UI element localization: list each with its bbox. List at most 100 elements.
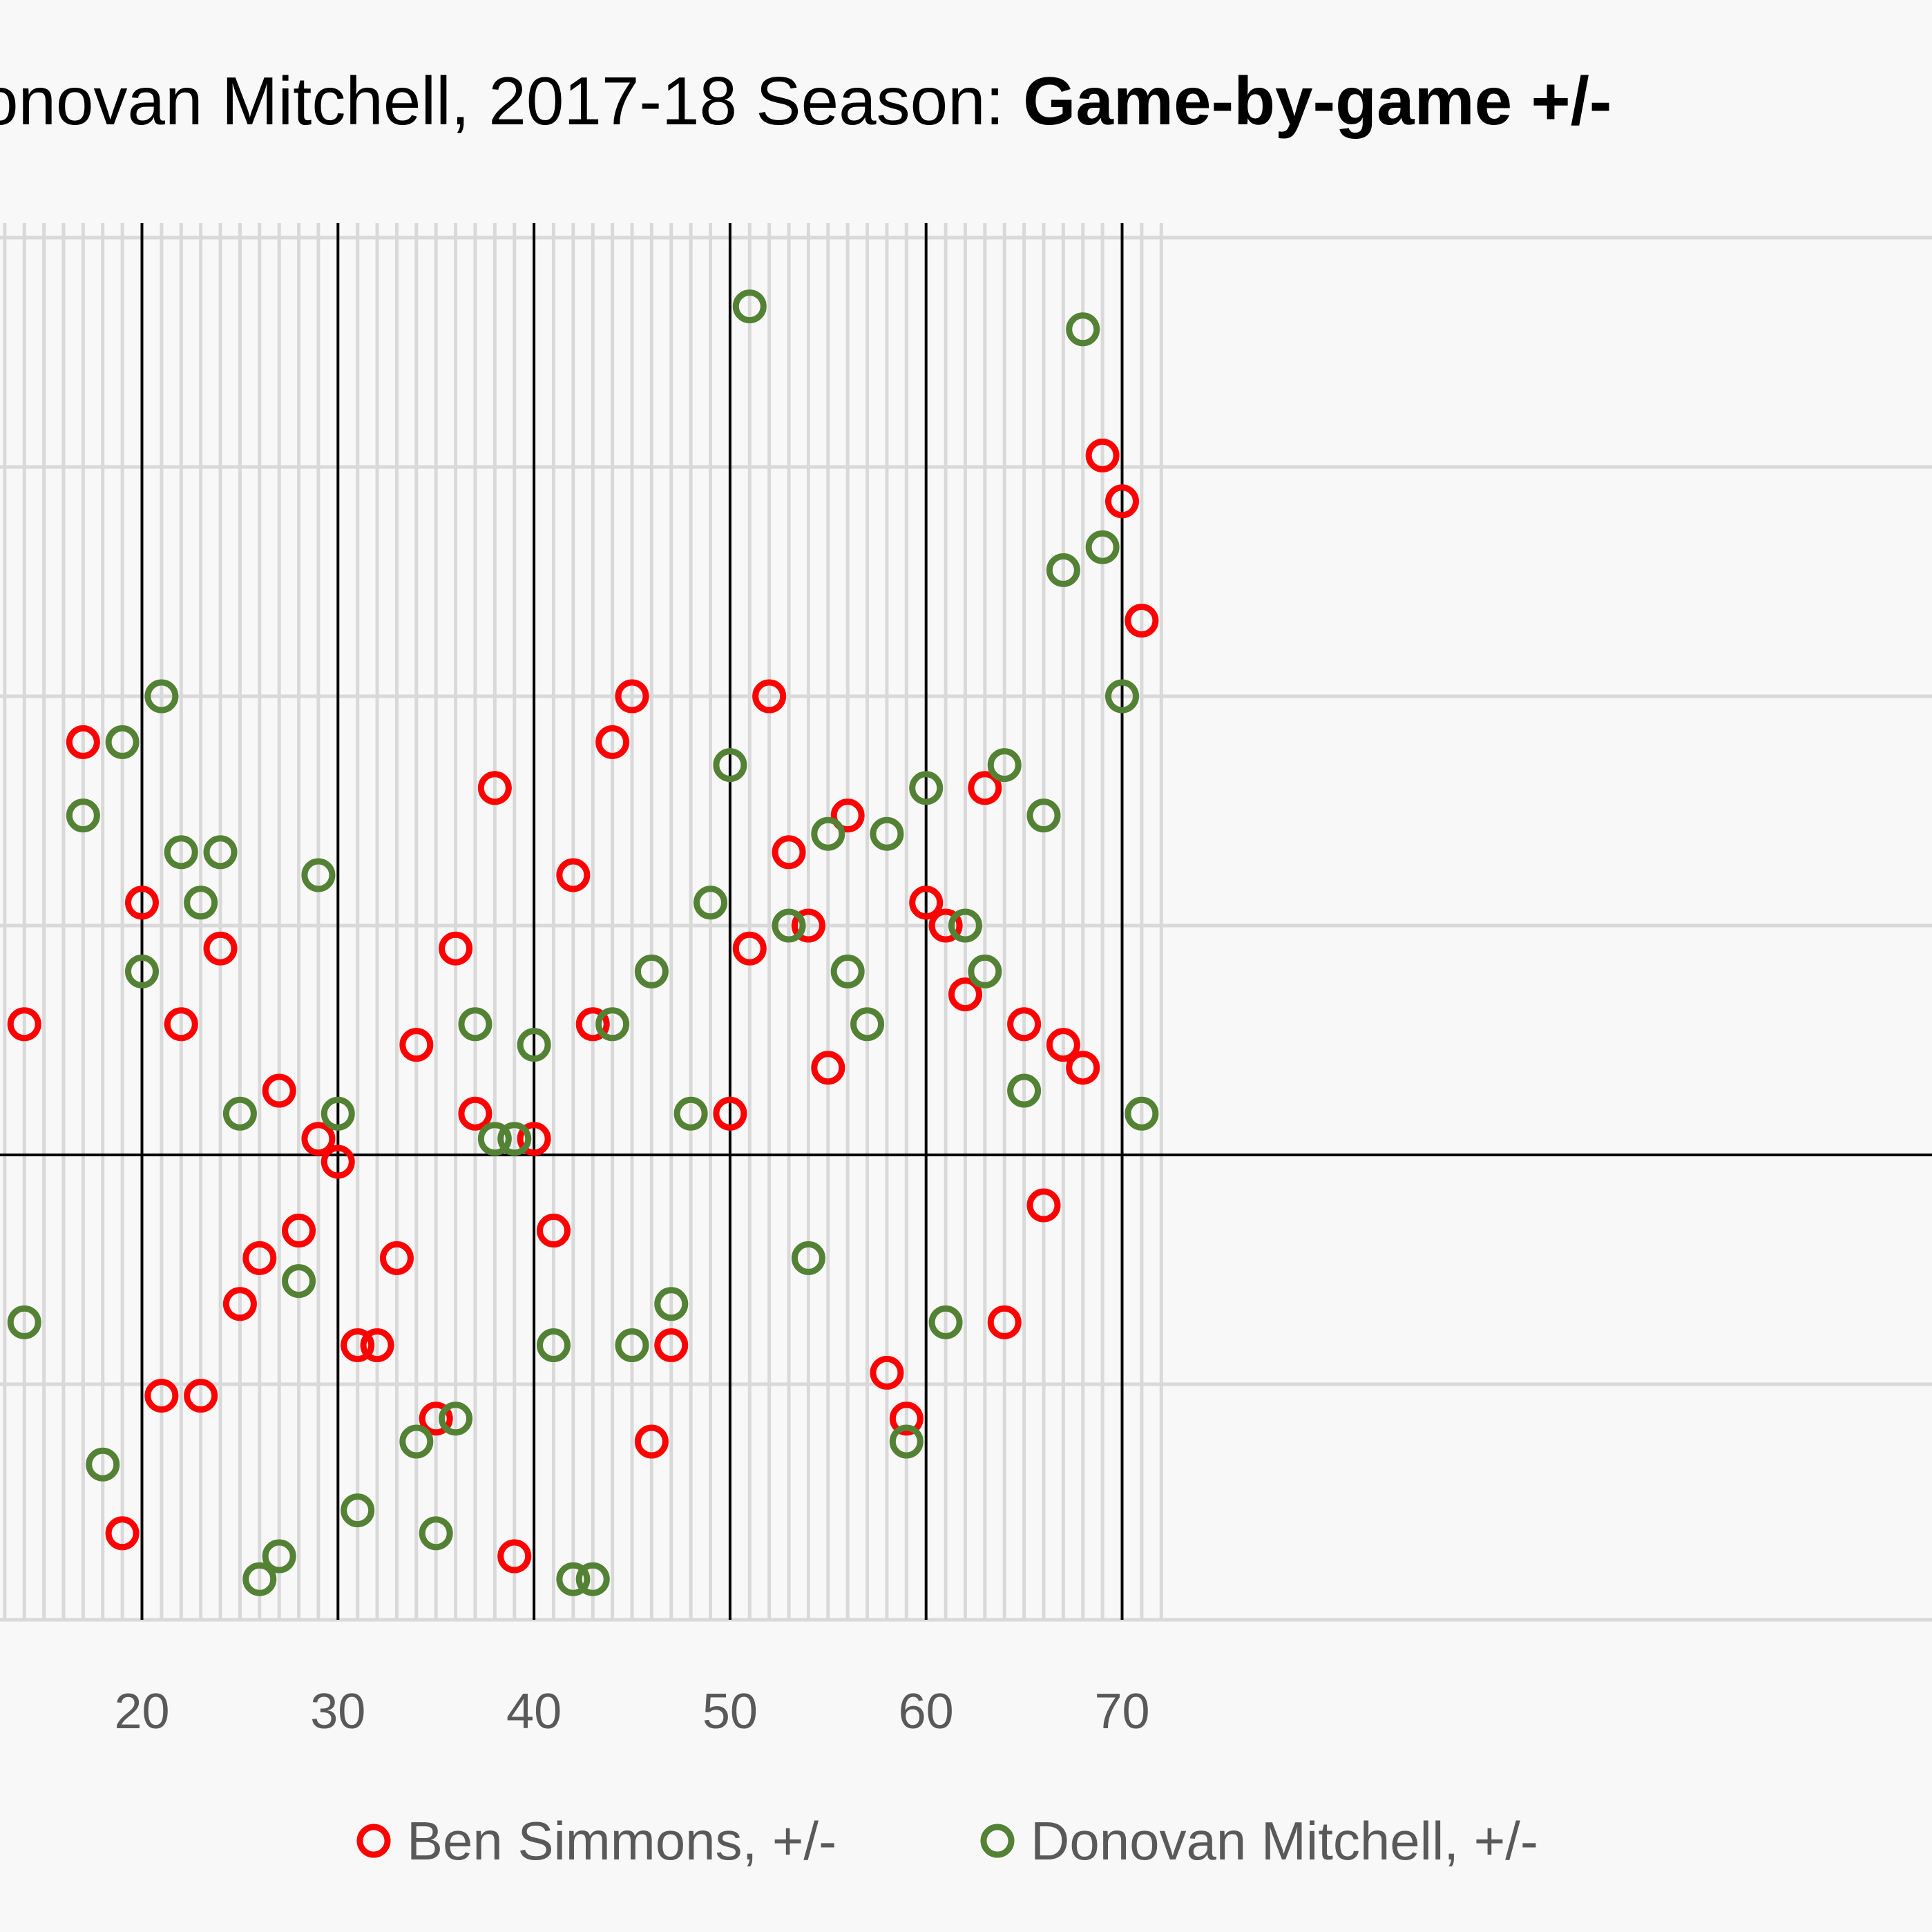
data-point: [184, 1379, 218, 1413]
data-point: [341, 1493, 375, 1528]
data-point: [772, 908, 806, 943]
data-point: [66, 798, 100, 833]
x-tick-label: 40: [506, 1684, 562, 1739]
data-point: [105, 725, 140, 759]
data-point: [713, 748, 747, 783]
data-point: [321, 1145, 355, 1179]
data-point: [811, 1051, 845, 1085]
data-point: [987, 748, 1022, 783]
data-point: [1066, 1051, 1100, 1085]
data-point: [615, 1328, 649, 1363]
data-point: [105, 1516, 140, 1551]
x-tick-label: 50: [702, 1684, 758, 1739]
data-point: [654, 1328, 689, 1363]
data-point: [164, 1007, 198, 1042]
data-point: [1105, 484, 1139, 519]
data-point: [968, 771, 1002, 805]
chart-title: onovan Mitchell, 2017-18 Season: Game-by…: [0, 63, 1611, 139]
data-point: [889, 1424, 924, 1459]
data-point: [203, 835, 238, 870]
data-point: [262, 1539, 296, 1574]
data-point: [752, 679, 787, 714]
series-0-points: [7, 438, 1159, 1574]
data-point: [419, 1402, 453, 1436]
data-point: [517, 1122, 551, 1156]
data-point: [791, 1241, 825, 1275]
legend: Ben Simmons, +/- Donovan Mitchell, +/-: [356, 1810, 1538, 1871]
data-point: [301, 1122, 336, 1156]
data-point: [184, 886, 218, 920]
data-point: [830, 954, 865, 988]
data-point: [144, 679, 179, 714]
data-point: [7, 1305, 41, 1339]
data-point: [575, 1562, 610, 1596]
data-point: [477, 771, 512, 805]
data-point: [517, 1028, 551, 1062]
data-point: [772, 835, 806, 870]
legend-marker: [980, 1824, 1015, 1858]
data-point: [830, 798, 865, 833]
data-point: [125, 954, 159, 988]
data-point: [811, 816, 845, 851]
data-point: [634, 1424, 669, 1459]
data-point: [673, 1096, 708, 1131]
data-point: [1046, 1028, 1080, 1062]
data-point: [850, 1007, 885, 1042]
data-point: [66, 725, 100, 759]
data-point: [1085, 530, 1120, 564]
data-point: [497, 1539, 532, 1574]
data-point: [222, 1287, 257, 1321]
data-point: [1066, 312, 1100, 347]
data-point: [282, 1214, 316, 1248]
data-point: [732, 931, 767, 966]
data-point: [654, 1287, 689, 1321]
data-point: [536, 1214, 571, 1248]
minor-gridlines: [0, 223, 1932, 1622]
data-point: [968, 954, 1002, 988]
data-point: [948, 908, 982, 943]
major-gridlines: [140, 223, 1124, 1620]
data-point: [909, 771, 944, 805]
data-point: [948, 977, 982, 1012]
x-tick-label: 30: [310, 1684, 365, 1739]
data-point: [575, 1007, 610, 1042]
data-point: [321, 1096, 355, 1131]
data-points: [7, 289, 1159, 1596]
data-point: [439, 931, 473, 966]
legend-marker: [356, 1824, 391, 1858]
data-point: [615, 679, 649, 714]
data-point: [595, 725, 630, 759]
data-point: [1105, 679, 1139, 714]
data-point: [870, 1355, 904, 1390]
series-1-points: [7, 289, 1159, 1596]
legend-label: Donovan Mitchell, +/-: [1031, 1810, 1538, 1871]
data-point: [419, 1516, 453, 1551]
data-point: [399, 1028, 434, 1062]
data-point: [86, 1447, 120, 1482]
data-point: [301, 858, 336, 892]
data-point: [144, 1379, 179, 1413]
legend-label: Ben Simmons, +/-: [407, 1810, 836, 1871]
x-axis-tick-labels: 20 30 40 50 60 70: [114, 1684, 1149, 1739]
data-point: [439, 1402, 473, 1436]
chart-title-prefix: onovan Mitchell, 2017-18 Season:: [0, 63, 1023, 139]
data-point: [458, 1096, 492, 1131]
data-point: [987, 1305, 1022, 1339]
chart-title-bold: Game-by-game +/-: [1023, 63, 1611, 139]
data-point: [634, 954, 669, 988]
data-point: [341, 1328, 375, 1363]
data-point: [497, 1122, 532, 1156]
data-point: [713, 1096, 747, 1131]
data-point: [379, 1241, 414, 1275]
legend-item: Ben Simmons, +/-: [356, 1810, 836, 1871]
data-point: [889, 1402, 924, 1436]
data-point: [791, 908, 825, 943]
data-point: [262, 1073, 296, 1108]
data-point: [732, 289, 767, 324]
data-point: [282, 1264, 316, 1299]
data-point: [1125, 1096, 1159, 1131]
data-point: [222, 1096, 257, 1131]
data-point: [928, 908, 963, 943]
data-point: [164, 835, 198, 870]
x-tick-label: 70: [1094, 1684, 1149, 1739]
